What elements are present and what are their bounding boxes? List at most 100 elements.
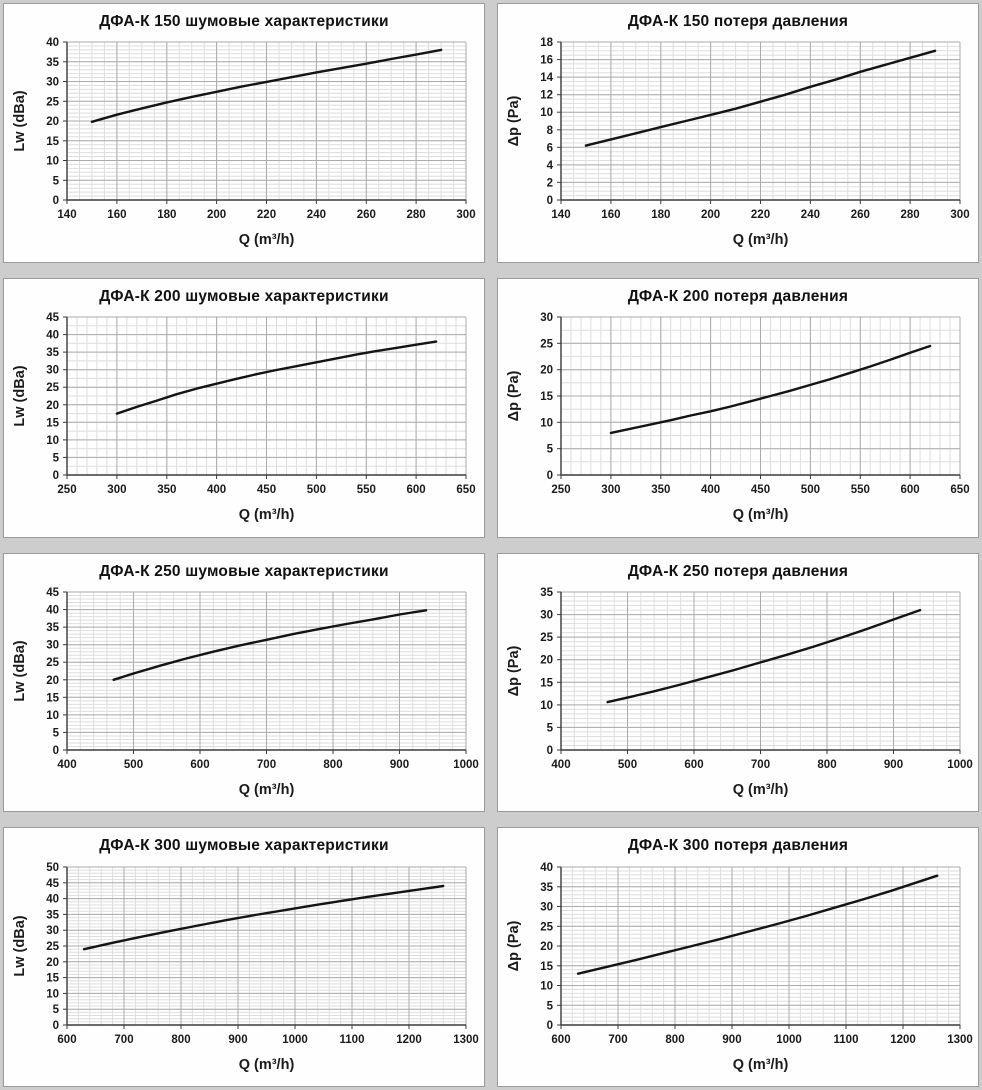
x-tick-label: 600 xyxy=(190,759,209,771)
y-tick-label: 30 xyxy=(540,901,553,913)
x-tick-label: 600 xyxy=(551,1034,570,1046)
x-tick-label: 400 xyxy=(701,484,720,496)
chart-canvas-wrap: 400 500 600 700 800 900 1000 0 5 10 15 20 25 30 35 Q (m… xyxy=(503,581,973,812)
x-tick-label: 450 xyxy=(751,484,770,496)
x-tick-label: 1200 xyxy=(890,1034,916,1046)
line-chart: 140 160 180 200 220 240 260 280 300 0 2 4 6 8 10 12 14 16… xyxy=(506,37,970,248)
y-tick-label: 20 xyxy=(540,365,553,377)
y-tick-label: 35 xyxy=(540,587,553,599)
data-line xyxy=(115,340,438,415)
x-tick-label: 280 xyxy=(901,209,920,221)
x-tick-label: 550 xyxy=(357,484,376,496)
line-chart: 600 700 800 900 1000 1100 1200 1300 0 5 10 15 20 25 30… xyxy=(12,862,479,1073)
y-tick-label: 30 xyxy=(540,312,553,324)
y-tick-label: 40 xyxy=(46,893,59,905)
y-tick-label: 45 xyxy=(46,312,59,324)
y-tick-label: 25 xyxy=(540,921,553,933)
y-tick-label: 20 xyxy=(46,956,59,968)
data-line xyxy=(82,884,445,951)
data-line xyxy=(112,608,428,681)
y-tick-label: 25 xyxy=(540,632,553,644)
y-tick-label: 45 xyxy=(46,877,59,889)
chart-title: ДФА-К 300 потеря давления xyxy=(627,837,849,855)
x-tick-label: 1000 xyxy=(453,759,479,771)
x-tick-label: 260 xyxy=(851,209,870,221)
y-tick-label: 50 xyxy=(46,862,59,874)
y-axis-title: Δp (Pa) xyxy=(506,371,522,422)
line-chart: 400 500 600 700 800 900 1000 0 5 10 15 20 25 30 35 40 45… xyxy=(12,587,479,798)
y-tick-label: 0 xyxy=(547,470,553,482)
x-tick-label: 240 xyxy=(307,209,326,221)
data-line xyxy=(90,49,443,124)
y-tick-label: 10 xyxy=(46,156,59,168)
x-tick-label: 1300 xyxy=(453,1034,479,1046)
x-tick-label: 1000 xyxy=(282,1034,308,1046)
x-tick-label: 200 xyxy=(207,209,226,221)
chart-panel-dfa-k-150-pressure: ДФА-К 150 потеря давления 140 160 180 200 22… xyxy=(497,3,979,263)
x-tick-label: 500 xyxy=(801,484,820,496)
x-tick-label: 260 xyxy=(357,209,376,221)
x-tick-label: 220 xyxy=(751,209,770,221)
x-tick-label: 900 xyxy=(722,1034,741,1046)
x-tick-label: 280 xyxy=(407,209,426,221)
x-tick-label: 800 xyxy=(665,1034,684,1046)
x-tick-label: 200 xyxy=(701,209,720,221)
chart-title: ДФА-К 150 потеря давления xyxy=(627,13,849,30)
line-chart: 140 160 180 200 220 240 260 280 300 0 5 10 15 20 25 30 3… xyxy=(12,37,476,248)
chart-title: ДФА-К 200 потеря давления xyxy=(627,287,849,305)
y-tick-label: 0 xyxy=(53,745,59,757)
x-tick-label: 900 xyxy=(228,1034,247,1046)
y-tick-label: 15 xyxy=(46,692,59,704)
y-tick-label: 0 xyxy=(547,195,553,207)
chart-panel-dfa-k-200-noise: ДФА-К 200 шумовые характеристики 250 300 3… xyxy=(3,277,485,538)
y-tick-label: 4 xyxy=(547,160,554,172)
x-axis-title: Q (m³/h) xyxy=(239,232,295,248)
x-axis-title: Q (m³/h) xyxy=(239,507,295,523)
x-axis-title: Q (m³/h) xyxy=(733,507,789,523)
y-tick-label: 5 xyxy=(53,176,60,188)
x-tick-label: 250 xyxy=(551,484,570,496)
x-tick-label: 500 xyxy=(124,759,143,771)
y-tick-label: 0 xyxy=(547,745,553,757)
x-tick-label: 180 xyxy=(157,209,176,221)
x-tick-label: 700 xyxy=(751,759,770,771)
y-tick-label: 2 xyxy=(547,178,553,190)
y-tick-label: 15 xyxy=(540,677,553,689)
x-tick-label: 450 xyxy=(257,484,276,496)
x-tick-label: 300 xyxy=(950,209,969,221)
x-tick-label: 900 xyxy=(390,759,409,771)
chart-canvas-wrap: 400 500 600 700 800 900 1000 0 5 10 15 20 25 30 35 40 45… xyxy=(9,581,479,812)
y-tick-label: 20 xyxy=(46,675,59,687)
x-tick-label: 800 xyxy=(323,759,342,771)
x-axis-title: Q (m³/h) xyxy=(733,232,789,248)
y-tick-label: 25 xyxy=(540,338,553,350)
x-tick-label: 550 xyxy=(851,484,870,496)
x-tick-label: 700 xyxy=(608,1034,627,1046)
y-tick-label: 14 xyxy=(540,72,553,84)
chart-canvas-wrap: 140 160 180 200 220 240 260 280 300 0 5 10 15 20 25 30 3… xyxy=(9,31,479,262)
x-axis-title: Q (m³/h) xyxy=(733,1057,789,1073)
x-tick-label: 1100 xyxy=(834,1034,859,1046)
y-tick-label: 25 xyxy=(46,97,59,109)
y-tick-label: 0 xyxy=(53,470,59,482)
chart-canvas-wrap: 600 700 800 900 1000 1100 1200 1300 0 5 10 15 20 25 30… xyxy=(503,855,973,1086)
data-line xyxy=(584,49,937,148)
y-tick-label: 10 xyxy=(540,980,553,992)
x-tick-label: 600 xyxy=(407,484,426,496)
line-chart: 400 500 600 700 800 900 1000 0 5 10 15 20 25 30 35 Q (m… xyxy=(506,587,973,798)
y-tick-label: 15 xyxy=(46,972,59,984)
chart-panel-dfa-k-300-pressure: ДФА-К 300 потеря давления 600 700 800 900 10… xyxy=(497,827,979,1087)
x-tick-label: 300 xyxy=(107,484,126,496)
y-tick-label: 35 xyxy=(46,347,59,359)
y-tick-label: 35 xyxy=(46,622,59,634)
y-tick-label: 8 xyxy=(547,125,554,137)
y-tick-label: 30 xyxy=(46,640,59,652)
data-line xyxy=(606,608,922,704)
y-tick-label: 15 xyxy=(46,136,59,148)
line-chart: 250 300 350 400 450 500 550 600 650 0 5 10 15 20 25 30 3… xyxy=(12,312,476,523)
chart-canvas-wrap: 600 700 800 900 1000 1100 1200 1300 0 5 10 15 20 25 30… xyxy=(9,855,479,1086)
x-tick-label: 160 xyxy=(601,209,620,221)
x-tick-label: 800 xyxy=(171,1034,190,1046)
x-tick-label: 250 xyxy=(57,484,76,496)
